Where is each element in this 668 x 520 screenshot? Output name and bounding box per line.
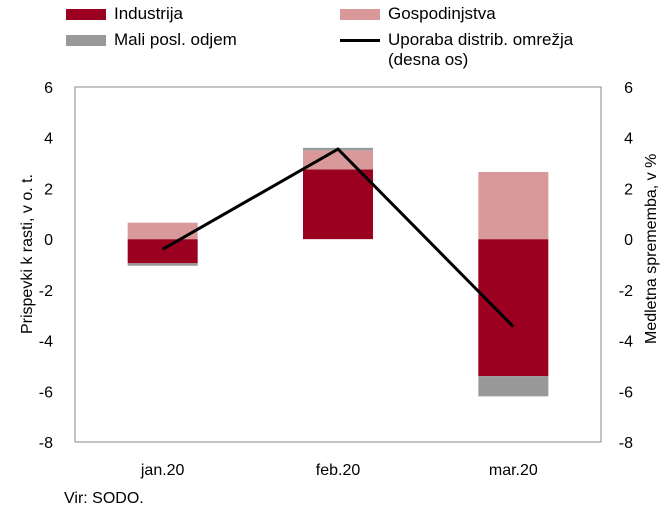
line-uporaba-distrib-omrezja: [161, 147, 515, 328]
y-tick-label-right: 2: [624, 181, 633, 198]
legend-swatch-mali-posl-odjem: [66, 35, 106, 46]
legend-label-industrija: Industrija: [114, 4, 183, 23]
bar-gospodinjstva-feb-20: [303, 150, 373, 170]
y-tick-label-left: 2: [44, 181, 53, 198]
legend-swatch-industrija: [66, 9, 106, 20]
y-tick-label-right: 4: [624, 131, 633, 148]
legend-swatch-gospodinjstva: [340, 9, 380, 20]
bar-industrija-mar-20: [478, 239, 549, 377]
y-axis-label-left: Prispevki k rasti, v o. t.: [19, 173, 36, 335]
y-tick-label-right: 6: [624, 80, 633, 97]
x-tick-label: feb.20: [316, 462, 361, 479]
legend-label-uporaba-omrezja: Uporaba distrib. omrežja (desna os): [388, 30, 574, 69]
y-tick-label-right: 0: [624, 232, 633, 249]
y-tick-label-left: -8: [39, 435, 53, 452]
y-tick-label-right: -2: [619, 283, 633, 300]
x-tick-label: jan.20: [140, 462, 185, 479]
y-tick-label-left: -2: [39, 283, 53, 300]
y-tick-label-left: -4: [39, 334, 53, 351]
legend-swatch-uporaba-omrezja: [340, 39, 380, 42]
legend-label-mali-posl-odjem: Mali posl. odjem: [114, 30, 237, 49]
source-note: Vir: SODO.: [64, 490, 144, 507]
y-axis-label-right: Medletna sprememba, v %: [643, 153, 660, 344]
bar-mali-posl-odjem-jan-20: [127, 263, 198, 266]
x-tick-label: mar.20: [489, 462, 538, 479]
bar-mali-posl-odjem-mar-20: [478, 376, 549, 397]
legend-label-gospodinjstva: Gospodinjstva: [388, 4, 496, 23]
bar-gospodinjstva-jan-20: [127, 222, 198, 240]
y-tick-label-right: -8: [619, 435, 633, 452]
y-tick-label-left: 6: [44, 80, 53, 97]
y-tick-label-right: -4: [619, 334, 633, 351]
y-tick-label-right: -6: [619, 384, 633, 401]
bar-industrija-jan-20: [127, 239, 198, 264]
y-tick-label-left: 4: [44, 131, 53, 148]
plot-frame: [74, 86, 602, 443]
y-tick-label-left: 0: [44, 232, 53, 249]
bar-industrija-feb-20: [303, 169, 373, 240]
y-tick-label-left: -6: [39, 384, 53, 401]
bar-gospodinjstva-mar-20: [478, 171, 549, 240]
